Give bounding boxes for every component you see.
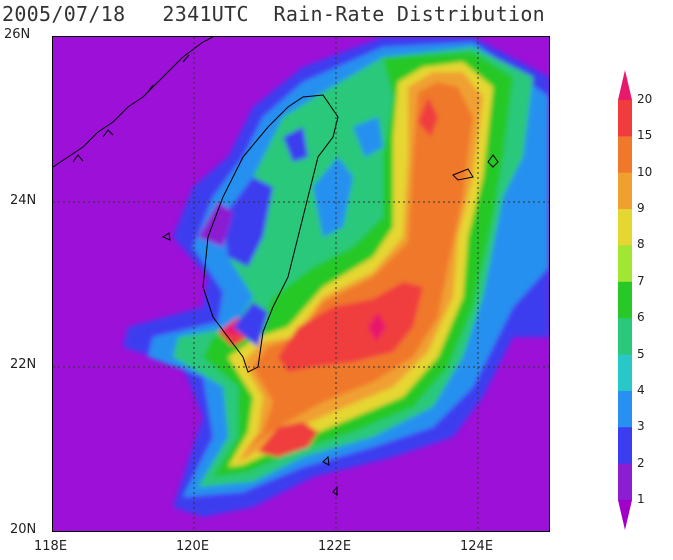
rain-inner-hole-3 [313, 157, 353, 237]
lon-label-118e: 118E [34, 539, 68, 554]
colorbar-band [618, 136, 632, 174]
small-island-1 [322, 455, 330, 466]
rain-inner-hole-4 [283, 127, 308, 162]
colorbar-band [618, 172, 632, 210]
colorbar-level-label: 7 [637, 273, 645, 288]
rain-inner-hole-5 [353, 117, 383, 157]
colorbar-band [618, 100, 632, 137]
china-coastline [53, 37, 214, 168]
colorbar-level-label: 4 [637, 382, 645, 397]
china-coastline-islands [72, 54, 190, 163]
ryukyu-island-1 [452, 168, 474, 181]
lat-label-20n: 20N [10, 522, 37, 537]
coastlines [53, 37, 499, 496]
colorbar-level-label: 8 [637, 237, 645, 252]
map-title: 2005/07/18 2341UTC Rain-Rate Distributio… [2, 2, 546, 26]
rain-level-20-north [418, 97, 438, 137]
lat-label-24n: 24N [10, 193, 37, 208]
colorbar-level-label: 6 [637, 310, 645, 325]
lon-label-124e: 124E [460, 539, 494, 554]
colorbar-band [618, 281, 632, 319]
rain-inner-hole-6 [233, 302, 268, 347]
colorbar-level-label: 10 [637, 164, 653, 179]
colorbar-level-label: 3 [637, 419, 645, 434]
colorbar-band [618, 318, 632, 356]
rain-inner-hole-1 [223, 177, 273, 267]
colorbar-band [618, 354, 632, 392]
lat-label-22n: 22N [10, 357, 37, 372]
rain-level-max-peak-2 [223, 322, 239, 337]
taiwan-coastline [202, 94, 339, 373]
lat-label-26n: 26N [4, 27, 31, 42]
rain-rate-map [52, 36, 550, 532]
colorbar-band [618, 463, 632, 501]
ryukyu-island-2 [487, 154, 499, 168]
rain-level-20-central [278, 282, 423, 372]
rain-inner-hole-2 [198, 202, 233, 247]
colorbar-band [618, 390, 632, 428]
colorbar-level-label: 20 [637, 92, 653, 106]
colorbar-level-label: 9 [637, 201, 645, 216]
colorbar-level-label: 1 [637, 492, 645, 506]
small-island-3 [161, 232, 171, 241]
colorbar-band [618, 245, 632, 283]
colorbar [618, 70, 632, 530]
colorbar-bottom-triangle [618, 500, 632, 530]
colorbar-level-label: 15 [637, 128, 653, 143]
lon-label-120e: 120E [176, 539, 210, 554]
colorbar-band [618, 209, 632, 246]
rain-level-max-peak-1 [368, 312, 386, 342]
colorbar-band [618, 427, 632, 465]
small-island-2 [332, 485, 338, 496]
colorbar-level-label: 2 [637, 455, 645, 470]
colorbar-top-triangle [618, 70, 632, 100]
rain-level-20-south [258, 422, 318, 457]
lat-lon-grid [53, 37, 549, 531]
lon-label-122e: 122E [318, 539, 352, 554]
colorbar-level-label: 5 [637, 346, 645, 361]
